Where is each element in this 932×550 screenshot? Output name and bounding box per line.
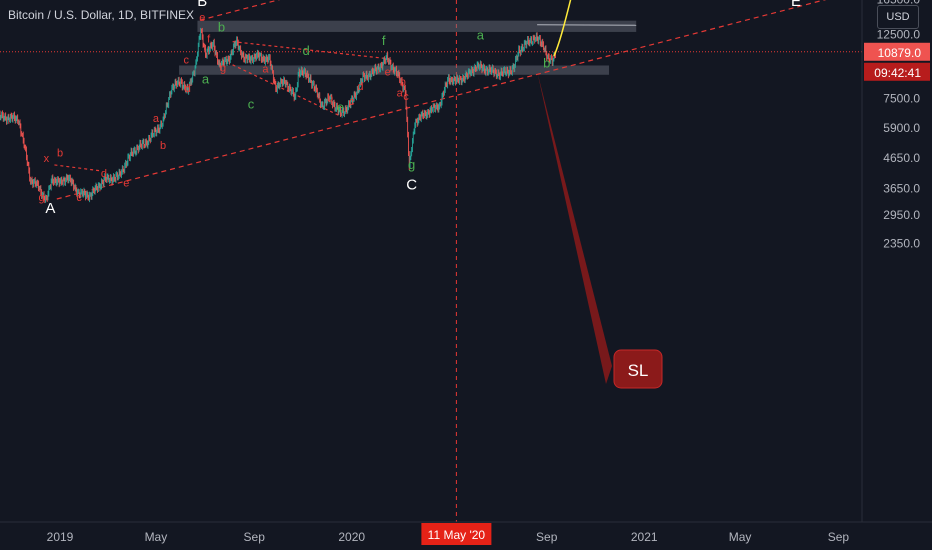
y-tick-label: 2950.0 <box>883 208 920 222</box>
resistance-zone <box>197 20 637 32</box>
wave-label-major: B <box>197 0 207 10</box>
x-tick-label: Sep <box>828 530 850 544</box>
wave-label-red: a <box>397 88 404 100</box>
upper-trendline <box>199 0 281 21</box>
x-tick-label: 2019 <box>47 530 74 544</box>
y-tick-label: 5900.0 <box>883 121 920 135</box>
triangle-bottom <box>232 64 341 117</box>
wave-label-green: d <box>303 43 310 58</box>
wave-label-red: b <box>57 148 63 160</box>
countdown-badge <box>864 62 930 81</box>
wave-label-major: C <box>406 176 417 193</box>
wave-label-red: g <box>39 192 45 204</box>
wave-label-red: c <box>349 96 355 108</box>
wave-label-red: a <box>262 64 269 76</box>
crosshair-date-badge <box>421 523 492 545</box>
wave-label-red: b <box>400 77 406 89</box>
x-tick-label: 2021 <box>631 530 658 544</box>
wave-label-red: c <box>184 55 190 67</box>
wave-label-red: c <box>403 91 409 103</box>
wave-label-red: b <box>327 93 333 105</box>
x-tick-label: May <box>145 530 168 544</box>
projection-curve <box>553 0 572 57</box>
x-tick-label: 2020 <box>338 530 365 544</box>
wave-label-green: c <box>248 97 255 112</box>
y-tick-label: 4650.0 <box>883 151 920 165</box>
candles <box>0 27 556 204</box>
wave-label-major: E <box>791 0 801 10</box>
last-price-badge <box>864 42 930 61</box>
countdown-text: 09:42:41 <box>874 66 921 80</box>
x-tick-label: May <box>729 530 752 544</box>
wave-label-red: b <box>160 140 166 152</box>
small-triangle <box>54 164 101 172</box>
y-tick-label: 16500.0 <box>877 0 921 7</box>
wave-label-red: c <box>76 192 82 204</box>
x-tick-label: Sep <box>244 530 266 544</box>
sl-callout-pointer <box>537 71 612 384</box>
wave-label-green: a <box>477 28 485 43</box>
y-tick-label: 2350.0 <box>883 236 920 250</box>
wave-label-green: e <box>337 99 344 114</box>
triangle-top <box>232 41 387 60</box>
y-tick-label: 7500.0 <box>883 91 920 105</box>
wave-label-red: d <box>185 83 191 95</box>
price-axis <box>862 0 932 522</box>
sl-callout-box <box>613 349 663 389</box>
wave-label-red: g <box>220 62 226 74</box>
wave-label-red: d <box>101 168 107 180</box>
sl-callout-text: SL <box>628 361 649 380</box>
wave-label-red: d <box>357 81 363 93</box>
wave-label-red: f <box>207 34 211 46</box>
last-price-text: 10879.0 <box>878 46 922 60</box>
currency-button[interactable]: USD <box>877 5 919 29</box>
wave-label-red: e <box>199 12 205 24</box>
wave-label-red: e <box>123 178 129 190</box>
wave-label-green: g <box>408 157 415 172</box>
wave-label-red: a <box>153 113 160 125</box>
y-tick-label: 12500.0 <box>877 27 921 41</box>
wave-label-green: f <box>382 33 386 48</box>
wave-label-red: x <box>44 153 50 165</box>
crosshair-date-text: 11 May '20 <box>428 528 486 542</box>
x-tick-label: Sep <box>536 530 558 544</box>
wave-label-green: b <box>218 19 225 34</box>
wave-label-green: b <box>543 55 550 70</box>
symbol-title: Bitcoin / U.S. Dollar, 1D, BITFINEX <box>8 8 195 22</box>
wave-label-red: e <box>385 66 391 78</box>
lower-trendline <box>56 0 827 200</box>
y-tick-label: 3650.0 <box>883 181 920 195</box>
wave-label-green: a <box>202 71 210 86</box>
wave-label-major: A <box>45 200 55 217</box>
